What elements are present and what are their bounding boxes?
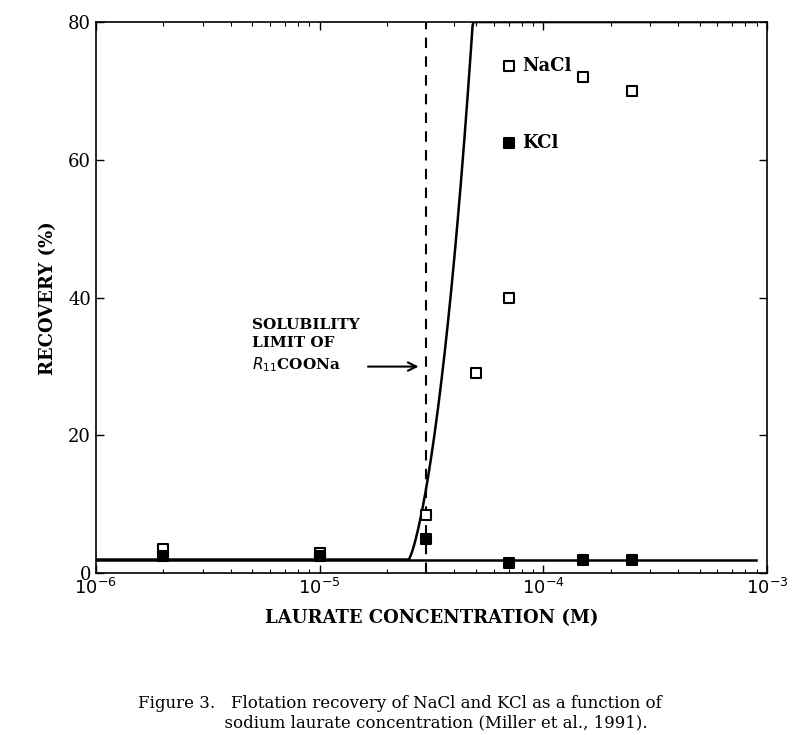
Point (576, 71, 589, 83)
Point (470, 368, 483, 379)
Point (420, 509, 433, 520)
Point (157, 551, 169, 562)
Text: Figure 3.   Flotation recovery of NaCl and KCl as a function of
              so: Figure 3. Flotation recovery of NaCl and… (137, 695, 662, 731)
Text: SOLUBILITY
LIMIT OF
$R_{11}$COONa: SOLUBILITY LIMIT OF $R_{11}$COONa (252, 318, 360, 374)
Point (420, 533, 433, 545)
X-axis label: LAURATE CONCENTRATION (M): LAURATE CONCENTRATION (M) (264, 609, 598, 628)
Point (503, 557, 515, 569)
Y-axis label: RECOVERY (%): RECOVERY (%) (39, 220, 57, 375)
Point (157, 543, 169, 555)
Point (576, 553, 589, 565)
Point (626, 85, 638, 97)
Point (626, 553, 638, 565)
Text: NaCl: NaCl (522, 57, 571, 75)
Point (313, 547, 326, 559)
Point (313, 551, 326, 562)
Point (503, 292, 515, 304)
Text: KCl: KCl (522, 135, 559, 152)
